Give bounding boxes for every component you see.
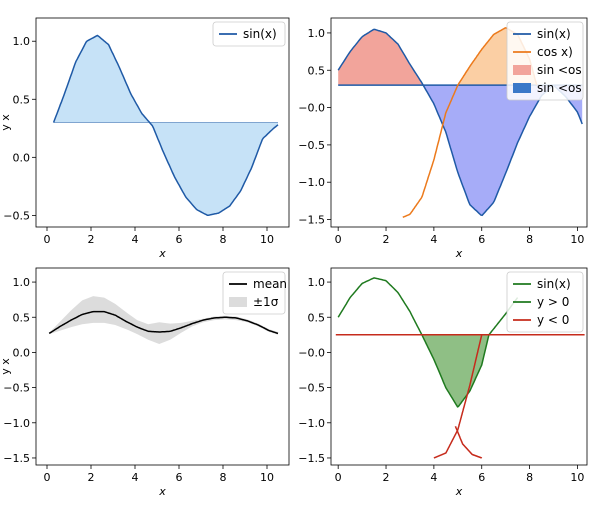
x-tick-label: 4 <box>132 233 139 246</box>
series-line <box>433 334 483 459</box>
legend-label: sin(x) <box>537 27 571 41</box>
x-tick-label: 0 <box>44 233 51 246</box>
axes-frame <box>35 17 290 228</box>
panel-top-left: 0 2 4 6 8 10 −0.5 0.0 0.5 1.0 x y x sin(x) <box>0 17 290 260</box>
y-tick-label: 0.5 <box>13 311 31 324</box>
y-tick-label: −0.5 <box>298 382 325 395</box>
legend: mean ±1σ <box>222 271 287 315</box>
legend-label: sin <os <box>537 63 582 77</box>
legend-label: ±1σ <box>253 295 279 309</box>
plot-area <box>48 296 279 344</box>
legend-label: sin <os <box>537 81 582 95</box>
legend-box <box>506 21 584 101</box>
y-tick-label: 1.0 <box>308 276 326 289</box>
y-tick-label: −1.0 <box>298 176 325 189</box>
x-tick-label: 10 <box>260 471 274 484</box>
y-axis-label: y x <box>0 114 12 131</box>
x-tick-label: 4 <box>430 471 437 484</box>
y-tick-label: −1.5 <box>3 452 30 465</box>
plot-area <box>52 34 279 216</box>
legend-box <box>212 21 286 47</box>
plot-area <box>335 277 585 459</box>
y-tick-label: 0.5 <box>308 311 326 324</box>
panel-bottom-left: 0 2 4 6 8 10 −1.5 −1.0 −0.5 0.0 0.5 1.0 x y x mean ±1σ <box>0 267 290 498</box>
x-tick-label: 2 <box>383 471 390 484</box>
legend: sin(x) y > 0 y < 0 <box>506 271 584 333</box>
x-axis-label: x <box>158 485 166 498</box>
y-tick-label: −0.5 <box>3 382 30 395</box>
panel-bottom-right: 0 2 4 6 8 10 −1.5 −1.0 −0.5 −0.0 0.5 1.0 x sin(x) y > … <box>298 267 588 498</box>
x-tick-label: 6 <box>478 233 485 246</box>
x-tick-label: 2 <box>88 233 95 246</box>
x-tick-label: 10 <box>260 233 274 246</box>
legend-box <box>506 271 584 333</box>
x-tick-label: 4 <box>430 233 437 246</box>
y-axis-label: y x <box>0 358 12 375</box>
x-tick-label: 4 <box>132 471 139 484</box>
y-tick-label: −0.0 <box>298 102 325 115</box>
series-line <box>52 34 279 216</box>
x-axis-label: x <box>455 485 463 498</box>
y-tick-label: −1.5 <box>298 214 325 227</box>
fill-region <box>422 334 489 407</box>
axes-frame <box>330 267 588 466</box>
panel-top-right: 0 2 4 6 8 10 −1.5 −1.0 −0.5 −0.0 0.5 1.0 x sin(x) cos … <box>298 17 588 260</box>
legend-patch-swatch <box>513 83 531 93</box>
band-region <box>49 296 279 344</box>
x-tick-label: 10 <box>570 233 584 246</box>
legend-label: y < 0 <box>537 313 569 327</box>
x-tick-label: 6 <box>176 471 183 484</box>
x-tick-label: 8 <box>526 233 533 246</box>
y-tick-label: 0.0 <box>13 346 31 359</box>
legend-label: cos x) <box>537 45 573 59</box>
y-tick-label: 1.0 <box>13 35 31 48</box>
fill-region <box>338 29 423 86</box>
legend: sin(x) cos x) sin <os sin <os <box>506 21 584 101</box>
x-tick-label: 10 <box>570 471 584 484</box>
y-tick-label: 0.5 <box>308 64 326 77</box>
x-tick-label: 6 <box>176 233 183 246</box>
x-tick-label: 8 <box>526 471 533 484</box>
series-line <box>48 310 279 335</box>
y-tick-label: 0.5 <box>13 93 31 106</box>
legend-label: y > 0 <box>537 295 569 309</box>
y-tick-label: 1.0 <box>308 27 326 40</box>
y-tick-label: −0.5 <box>298 139 325 152</box>
y-tick-label: −0.0 <box>298 346 325 359</box>
series-line <box>454 426 483 459</box>
y-tick-label: −1.0 <box>3 417 30 430</box>
x-tick-label: 0 <box>44 471 51 484</box>
fill-region <box>423 85 583 216</box>
legend-patch-swatch <box>229 297 247 307</box>
axes-frame <box>330 17 588 228</box>
y-tick-label: 1.0 <box>13 276 31 289</box>
legend-label: sin(x) <box>537 277 571 291</box>
y-tick-label: 0.0 <box>13 151 31 164</box>
series-line <box>337 277 519 408</box>
axes-frame <box>35 267 290 466</box>
x-tick-label: 6 <box>478 471 485 484</box>
x-tick-label: 0 <box>335 471 342 484</box>
y-tick-label: −1.5 <box>298 452 325 465</box>
fill-region <box>53 35 278 216</box>
legend-label: mean <box>253 277 287 291</box>
x-axis-label: x <box>455 247 463 260</box>
x-tick-label: 8 <box>220 233 227 246</box>
y-tick-label: −0.5 <box>3 209 30 222</box>
legend: sin(x) <box>212 21 286 47</box>
x-tick-label: 2 <box>88 471 95 484</box>
x-tick-label: 2 <box>383 233 390 246</box>
legend-label: sin(x) <box>243 27 277 41</box>
x-tick-label: 8 <box>220 471 227 484</box>
x-axis-label: x <box>158 247 166 260</box>
y-tick-label: −1.0 <box>298 417 325 430</box>
legend-patch-swatch <box>513 65 531 75</box>
x-tick-label: 0 <box>335 233 342 246</box>
